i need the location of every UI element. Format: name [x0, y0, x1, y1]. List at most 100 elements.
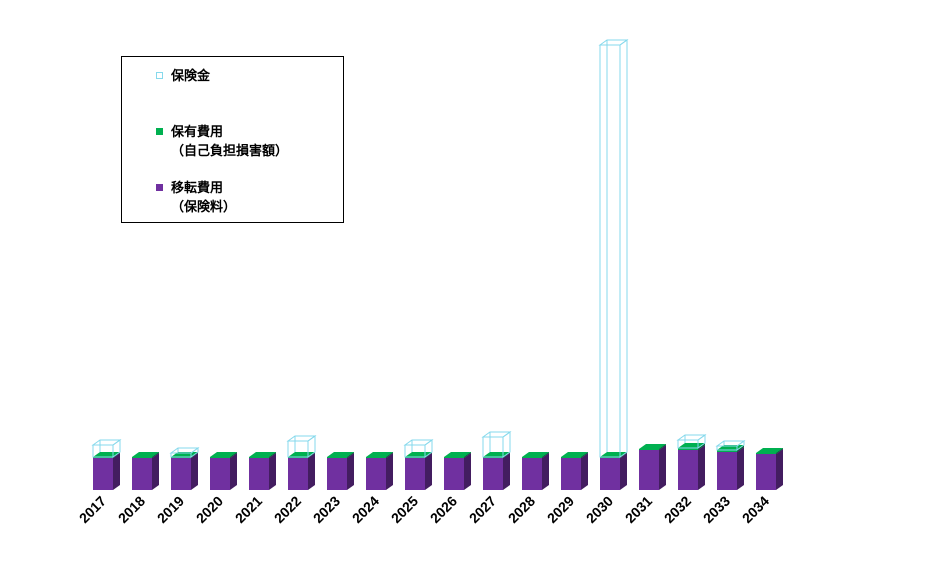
bar-group-2022: [286, 435, 317, 490]
bar-transfer-cost-2031-front: [639, 450, 659, 490]
legend-swatch-insurance: [156, 72, 163, 79]
x-tick-label-2030: 2030: [583, 493, 616, 526]
legend-sublabel-holding-cost: （自己負担損害額）: [171, 144, 289, 159]
bar-insurance-2022-top: [286, 435, 317, 442]
x-tick-label-2033: 2033: [700, 493, 733, 526]
bar-insurance-2030-side: [619, 39, 628, 458]
bar-transfer-cost-2031-side: [659, 445, 666, 490]
bar-group-2029: [561, 452, 588, 490]
bar-transfer-cost-2034-front: [756, 454, 776, 490]
bar-transfer-cost-2021-side: [269, 453, 276, 490]
x-tick-label-2026: 2026: [427, 493, 460, 526]
bar-transfer-cost-2018-side: [152, 453, 159, 490]
bar-transfer-cost-2019-front: [171, 458, 191, 490]
legend-swatch-holding-cost: [156, 128, 163, 135]
bar-group-2032: [676, 434, 707, 490]
bar-holding-cost-2028-top: [522, 452, 549, 457]
bar-holding-cost-2026-front: [444, 457, 464, 458]
bar-transfer-cost-2027-side: [503, 453, 510, 490]
bar-holding-cost-2024-top: [366, 452, 393, 457]
bar-holding-cost-2031-front: [639, 449, 659, 450]
bar-transfer-cost-2022-side: [308, 453, 315, 490]
legend-swatch-transfer-cost: [156, 184, 163, 191]
bar-transfer-cost-2026-side: [464, 453, 471, 490]
bar-group-2034: [756, 448, 783, 490]
bar-holding-cost-2018-front: [132, 457, 152, 458]
bar-transfer-cost-2033-side: [737, 447, 744, 490]
bar-transfer-cost-2024-front: [366, 458, 386, 490]
legend-item-insurance: 保険金: [122, 67, 210, 86]
legend-label-insurance: 保険金: [171, 69, 211, 84]
bar-transfer-cost-2030-side: [620, 453, 627, 490]
x-tick-label-2021: 2021: [232, 493, 265, 526]
bar-holding-cost-2029-side: [581, 452, 588, 458]
bar-transfer-cost-2030-front: [600, 458, 620, 490]
bar-group-2027: [481, 431, 512, 490]
x-tick-label-2023: 2023: [310, 493, 343, 526]
bar-holding-cost-2034-front: [756, 453, 776, 454]
bar-holding-cost-2023-front: [327, 457, 347, 458]
bar-group-2019: [169, 447, 200, 490]
bar-holding-cost-2028-front: [522, 457, 542, 458]
x-axis-labels: 2017 2018 2019 2020 2021 2022 2023 2024 2025 2026…: [76, 493, 772, 526]
bar-transfer-cost-2023-side: [347, 453, 354, 490]
x-tick-label-2022: 2022: [271, 493, 304, 526]
x-tick-label-2034: 2034: [739, 493, 772, 526]
legend-sublabel-transfer-cost: （保険料）: [171, 200, 237, 215]
bar-holding-cost-2029-top: [561, 452, 588, 457]
bar-holding-cost-2018-side: [152, 452, 159, 458]
bar-holding-cost-2023-side: [347, 452, 354, 458]
bar-transfer-cost-2020-side: [230, 453, 237, 490]
bar-holding-cost-2020-front: [210, 457, 230, 458]
bar-transfer-cost-2028-front: [522, 458, 542, 490]
bar-group-2020: [210, 452, 237, 490]
bar-transfer-cost-2033-front: [717, 452, 737, 490]
bar-holding-cost-2034-top: [756, 448, 783, 453]
bar-transfer-cost-2034-side: [776, 449, 783, 490]
bar-holding-cost-2023-top: [327, 452, 354, 457]
bar-holding-cost-2020-side: [230, 452, 237, 458]
x-tick-label-2028: 2028: [505, 493, 538, 526]
bar-transfer-cost-2032-front: [678, 450, 698, 490]
bar-group-2030: [598, 39, 629, 490]
bar-transfer-cost-2027-front: [483, 458, 503, 490]
bar-holding-cost-2021-top: [249, 452, 276, 457]
bar-holding-cost-2018-top: [132, 452, 159, 457]
x-tick-label-2018: 2018: [115, 493, 148, 526]
bar-group-2018: [132, 452, 159, 490]
bar-insurance-2033-top: [715, 440, 746, 447]
bar-holding-cost-2021-side: [269, 452, 276, 458]
x-tick-label-2020: 2020: [193, 493, 226, 526]
bar-holding-cost-2028-side: [542, 452, 549, 458]
bar-transfer-cost-2017-front: [93, 458, 113, 490]
bar-transfer-cost-2026-front: [444, 458, 464, 490]
bar-holding-cost-2031-top: [639, 444, 666, 449]
bar-group-2025: [403, 439, 434, 490]
bar-group-2028: [522, 452, 549, 490]
bar-holding-cost-2024-front: [366, 457, 386, 458]
x-tick-label-2025: 2025: [388, 493, 421, 526]
x-tick-label-2029: 2029: [544, 493, 577, 526]
bar-transfer-cost-2024-side: [386, 453, 393, 490]
legend-label-transfer-cost: 移転費用: [171, 181, 224, 196]
bar-transfer-cost-2023-front: [327, 458, 347, 490]
bar-holding-cost-2034-side: [776, 448, 783, 454]
legend-label-holding-cost: 保有費用: [171, 125, 224, 140]
bar-transfer-cost-2017-side: [113, 453, 120, 490]
bar-insurance-2030-front: [599, 44, 621, 458]
bar-holding-cost-2032-front: [678, 448, 698, 450]
bar-transfer-cost-2029-side: [581, 453, 588, 490]
x-tick-label-2019: 2019: [154, 493, 187, 526]
bar-group-2021: [249, 452, 276, 490]
bar-holding-cost-2031-side: [659, 444, 666, 450]
bars-layer: [91, 39, 783, 490]
legend-item-transfer-cost: 移転費用 （保険料）: [122, 179, 236, 217]
legend-item-holding-cost: 保有費用 （自己負担損害額）: [122, 123, 288, 161]
bar-group-2031: [639, 444, 666, 490]
bar-group-2033: [715, 440, 746, 490]
bar-holding-cost-2026-side: [464, 452, 471, 458]
bar-group-2017: [91, 439, 122, 490]
bar-holding-cost-2029-front: [561, 457, 581, 458]
legend: 保険金 保有費用 （自己負担損害額） 移転費用 （保険料）: [121, 56, 344, 223]
